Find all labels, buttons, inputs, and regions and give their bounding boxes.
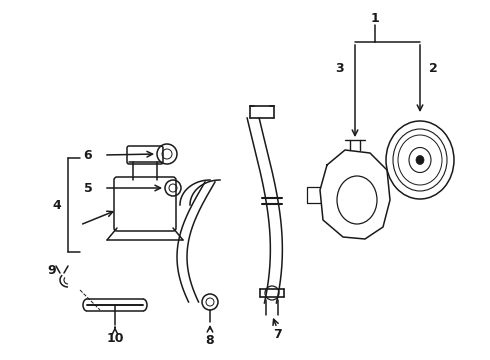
Text: 4: 4 bbox=[52, 198, 61, 212]
Text: 9: 9 bbox=[48, 264, 56, 276]
Text: 8: 8 bbox=[206, 333, 214, 346]
Text: 10: 10 bbox=[106, 332, 124, 345]
Text: 3: 3 bbox=[336, 62, 344, 75]
Ellipse shape bbox=[416, 156, 424, 165]
Text: 2: 2 bbox=[429, 62, 438, 75]
Text: 6: 6 bbox=[84, 149, 92, 162]
Text: 5: 5 bbox=[84, 181, 93, 194]
Text: 1: 1 bbox=[370, 12, 379, 24]
Text: 7: 7 bbox=[272, 328, 281, 342]
